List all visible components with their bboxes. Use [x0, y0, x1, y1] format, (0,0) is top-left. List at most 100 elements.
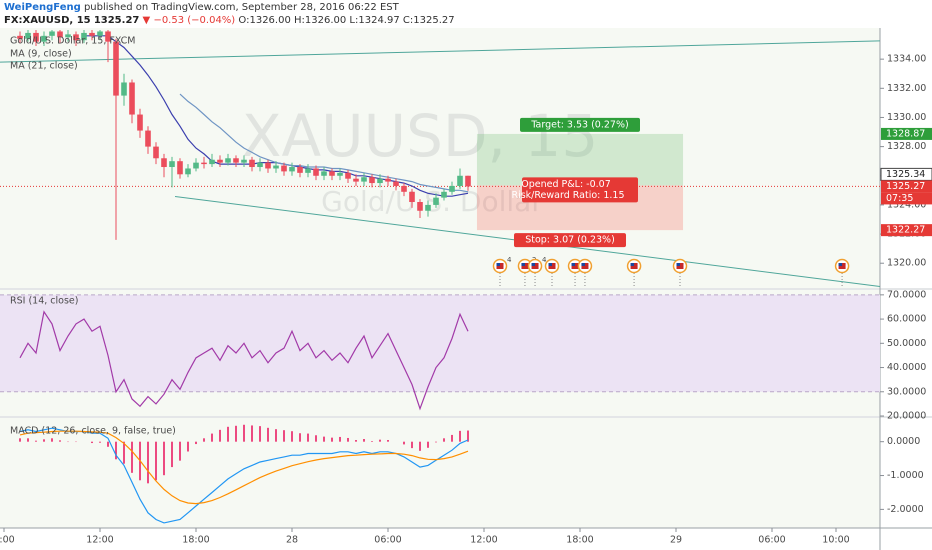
event-flag-canton [838, 263, 843, 266]
candle-body [185, 168, 191, 175]
symbol: FX:XAUUSD, 15 [4, 15, 91, 26]
candle-body [241, 159, 247, 163]
y-tick-label: -2.0000 [887, 504, 924, 515]
event-count: 4 [542, 256, 547, 264]
series-line [19, 430, 469, 505]
event-flag-canton [581, 263, 585, 266]
entry-price-label: 1325.34 [886, 169, 925, 180]
y-tick-label: 1332.00 [887, 83, 926, 94]
candle-body [305, 168, 311, 173]
watermark-subtitle: Gold/U.S. Dollar [321, 185, 543, 218]
ohlc: O:1326.00 H:1326.00 L:1324.97 C:1325.27 [238, 15, 455, 26]
symbol-line: FX:XAUUSD, 15 1325.27 ▼ −0.53 (−0.04%) O… [4, 14, 455, 27]
event-flag-canton [521, 263, 525, 266]
candle-body [417, 202, 423, 211]
x-tick-label: 18:00 [182, 535, 209, 546]
target-zone [476, 133, 684, 186]
last-price: 1325.27 [93, 15, 140, 26]
change-arrow: ▼ [142, 15, 151, 26]
x-tick-label: 18:00 [566, 535, 593, 546]
candle-body [73, 34, 79, 41]
y-tick-label: 1320.00 [887, 258, 926, 269]
candle-body [145, 130, 151, 147]
candle-body [33, 32, 39, 42]
candle-body [289, 167, 295, 172]
legend-entry: MA (21, close) [10, 61, 78, 72]
x-tick-label: 06:00 [758, 535, 785, 546]
candle-body [345, 172, 351, 179]
candle-body [233, 158, 239, 163]
series-line [19, 310, 469, 411]
candle-body [441, 191, 447, 198]
candle-body [257, 162, 263, 168]
candle-body [265, 162, 271, 169]
event-flag-canton [496, 263, 500, 266]
candle-body [25, 32, 31, 39]
y-tick-label: 40.0000 [887, 362, 926, 373]
candle-body [17, 35, 23, 39]
candle-body [321, 171, 327, 176]
candle-body [81, 32, 87, 41]
y-tick-label: -1.0000 [887, 470, 924, 481]
last-price-label-box [881, 180, 932, 193]
candle-body [425, 204, 431, 211]
published: published on TradingView.com, September … [83, 2, 399, 13]
candle-body [65, 34, 71, 38]
stop-price-label: 1322.27 [886, 225, 925, 236]
y-tick-label: 60.0000 [887, 314, 926, 325]
candle-body [177, 161, 183, 175]
event-count: 4 [507, 256, 512, 264]
x-tick-label: 12:00 [470, 535, 497, 546]
candle-body [297, 167, 303, 173]
candle-body [89, 32, 95, 36]
candle-body [465, 175, 471, 187]
x-tick-label: 06:00 [374, 535, 401, 546]
candle-body [113, 41, 119, 96]
candle-body [209, 159, 215, 165]
candle-body [225, 158, 231, 163]
last-price-label: 1325.27 [886, 181, 925, 192]
candle-body [41, 35, 47, 42]
y-tick-label: 1324.00 [887, 199, 926, 210]
x-tick-label: 10:00 [822, 535, 849, 546]
event-flag-canton [531, 263, 536, 266]
candle-body [385, 178, 391, 182]
pnl-box [522, 177, 638, 203]
pnl-label: Opened P&L: -0.07 [521, 179, 611, 190]
countdown-label-box [881, 192, 932, 205]
author[interactable]: WeiPengFeng [4, 2, 81, 13]
candle-body [401, 185, 407, 192]
candle-body [433, 197, 439, 205]
candle-body [329, 171, 335, 176]
event-flag-canton [571, 263, 576, 266]
legend-title: Gold/U.S. Dollar, 15, FXCM [10, 36, 136, 47]
candle-body [217, 159, 223, 163]
candle-body [377, 178, 383, 184]
candle-body [369, 177, 375, 184]
x-tick-label: 6:00 [0, 535, 15, 546]
header: WeiPengFeng published on TradingView.com… [4, 1, 455, 27]
x-tick-label: 29 [670, 535, 682, 546]
candle-body [105, 31, 111, 42]
target-label-box [520, 117, 640, 132]
candle-body [393, 181, 399, 186]
y-tick-label: 70.0000 [887, 289, 926, 300]
main-pane [0, 28, 880, 288]
trendline [0, 40, 881, 63]
publish-line: WeiPengFeng published on TradingView.com… [4, 1, 455, 14]
y-tick-label: 0.0000 [887, 436, 920, 447]
candle-body [169, 161, 175, 168]
target-label: Target: 3.53 (0.27%) [530, 119, 628, 130]
change: −0.53 (−0.04%) [153, 15, 236, 26]
candle-body [153, 146, 159, 159]
x-tick-label: 12:00 [86, 535, 113, 546]
y-tick-label: 20.0000 [887, 411, 926, 422]
target-price-label: 1328.87 [886, 128, 925, 139]
rsi-band [0, 294, 880, 392]
candle-body [57, 31, 63, 38]
candle-body [129, 82, 135, 115]
legend-entry: MA (9, close) [10, 49, 72, 60]
stop-label: Stop: 3.07 (0.23%) [525, 235, 615, 246]
target-price-label-box [881, 127, 932, 140]
candle-body [449, 185, 455, 192]
